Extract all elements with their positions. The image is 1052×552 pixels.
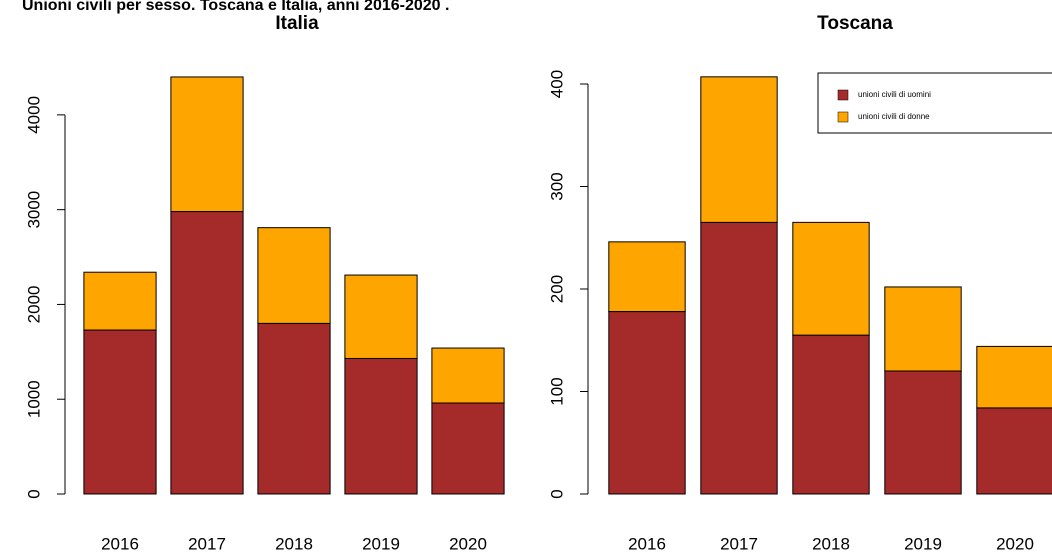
bar-segment [700,76,778,223]
x-tick-label: 2019 [904,534,942,552]
bar-segment [976,345,1052,409]
x-tick-label: 2018 [275,534,313,552]
bar-segment [344,274,418,359]
bar-segment [792,221,870,336]
chart-title: Toscana [817,13,893,34]
legend-swatch [837,111,849,123]
y-tick-label: 2000 [24,286,43,324]
legend-label: unioni civili di donne [858,112,930,121]
y-tick-label: 1000 [24,380,43,418]
bar-segment [884,286,962,372]
bar-segment [83,271,157,331]
bar-segment [431,402,505,495]
y-tick-label: 400 [547,70,566,98]
x-tick-label: 2017 [188,534,226,552]
y-tick-label: 4000 [24,96,43,134]
bar-segment [83,329,157,495]
bar-segment [608,311,686,495]
bar-segment [344,357,418,495]
bar-segment [257,227,331,324]
legend-box [817,72,1052,134]
y-tick-label: 300 [547,172,566,200]
bar-segment [792,334,870,495]
y-tick-label: 0 [24,489,43,498]
x-tick-label: 2016 [628,534,666,552]
bar-segment [170,76,244,213]
x-tick-label: 2020 [449,534,487,552]
y-tick-label: 0 [547,489,566,498]
y-tick-label: 200 [547,275,566,303]
bar-segment [884,370,962,495]
x-tick-label: 2020 [996,534,1034,552]
page-title: Unioni civili per sesso. Toscana e Itali… [22,0,449,14]
x-tick-label: 2018 [812,534,850,552]
bar-segment [431,347,505,404]
bar-segment [700,221,778,495]
legend-label: unioni civili di uomini [858,90,931,99]
bar-segment [976,407,1052,495]
bar-segment [608,241,686,313]
chart-title: Italia [275,13,319,34]
x-tick-label: 2017 [720,534,758,552]
y-tick-label: 100 [547,377,566,405]
legend-swatch [837,89,849,101]
x-tick-label: 2019 [362,534,400,552]
x-tick-label: 2016 [101,534,139,552]
bar-segment [170,211,244,495]
y-tick-label: 3000 [24,191,43,229]
bar-segment [257,322,331,495]
